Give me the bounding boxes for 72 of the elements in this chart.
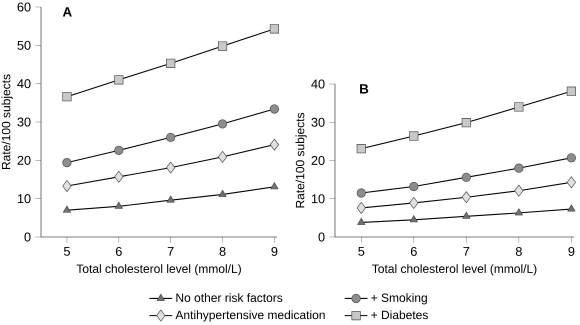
y-tick-label: 30 <box>17 118 31 126</box>
y-tick-label: 40 <box>17 79 31 88</box>
point <box>566 86 576 96</box>
point <box>114 202 123 209</box>
x-tick-label: 7 <box>463 246 470 256</box>
y-tick-label: 20 <box>18 156 31 165</box>
x-tick-label: 8 <box>220 246 226 256</box>
y-tick-label: 40 <box>311 80 325 88</box>
point <box>270 104 280 114</box>
y-tick-label: 50 <box>17 40 31 50</box>
y-axis-title: Rate/100 subjects <box>2 74 13 170</box>
x-tick-label: 6 <box>116 246 122 256</box>
point <box>218 150 228 163</box>
point <box>62 180 72 192</box>
x-tick-label: 7 <box>168 246 174 256</box>
point <box>514 164 524 173</box>
point <box>114 170 124 183</box>
point <box>166 58 176 68</box>
point <box>409 131 418 141</box>
point <box>166 162 176 174</box>
point <box>514 102 524 112</box>
point <box>62 206 71 213</box>
point <box>409 182 418 192</box>
point <box>566 153 576 162</box>
point <box>462 118 471 128</box>
x-tick-label: 6 <box>410 246 417 256</box>
y-tick-label: 0 <box>318 232 325 242</box>
point <box>62 92 72 102</box>
point <box>166 132 176 142</box>
point <box>270 138 279 151</box>
point <box>567 204 576 212</box>
point <box>166 196 175 203</box>
point <box>462 172 471 182</box>
y-axis-title: Rate/100 subjects <box>296 112 307 208</box>
y-tick-label: 60 <box>18 2 31 12</box>
x-axis-title: Total cholesterol level (mmol/L) <box>372 264 536 276</box>
point <box>356 144 366 154</box>
y-tick-label: 30 <box>311 118 325 127</box>
point <box>356 202 366 214</box>
point <box>410 215 418 222</box>
chart-title: B <box>360 84 368 94</box>
y-tick-label: 20 <box>312 156 325 165</box>
point <box>218 190 227 197</box>
point <box>62 158 72 168</box>
point <box>462 212 470 219</box>
point <box>114 75 124 84</box>
point <box>357 218 366 225</box>
point <box>270 182 278 190</box>
x-tick-label: 5 <box>64 246 70 256</box>
point <box>566 176 576 188</box>
y-tick-label: 0 <box>24 232 31 242</box>
legend-label: Antihypertensive medication <box>175 310 325 322</box>
x-tick-label: 9 <box>568 246 574 256</box>
x-tick-label: 5 <box>358 246 364 256</box>
y-tick-label: 10 <box>18 194 31 204</box>
legend-label: + Diabetes <box>371 310 428 320</box>
x-tick-label: 9 <box>271 246 278 256</box>
legend-label: No other risk factors <box>176 293 282 302</box>
point <box>270 24 280 34</box>
point <box>514 208 523 216</box>
point <box>114 146 124 155</box>
point <box>409 197 418 209</box>
legend-label: + Smoking <box>371 293 427 304</box>
x-axis-title: Total cholesterol level (mmol/L) <box>76 264 241 276</box>
point <box>218 42 228 51</box>
point <box>356 188 366 198</box>
point <box>514 184 524 197</box>
point <box>462 191 471 204</box>
point <box>218 119 228 129</box>
chart-title: A <box>62 7 72 16</box>
x-tick-label: 8 <box>516 246 522 256</box>
y-tick-label: 10 <box>312 194 325 204</box>
